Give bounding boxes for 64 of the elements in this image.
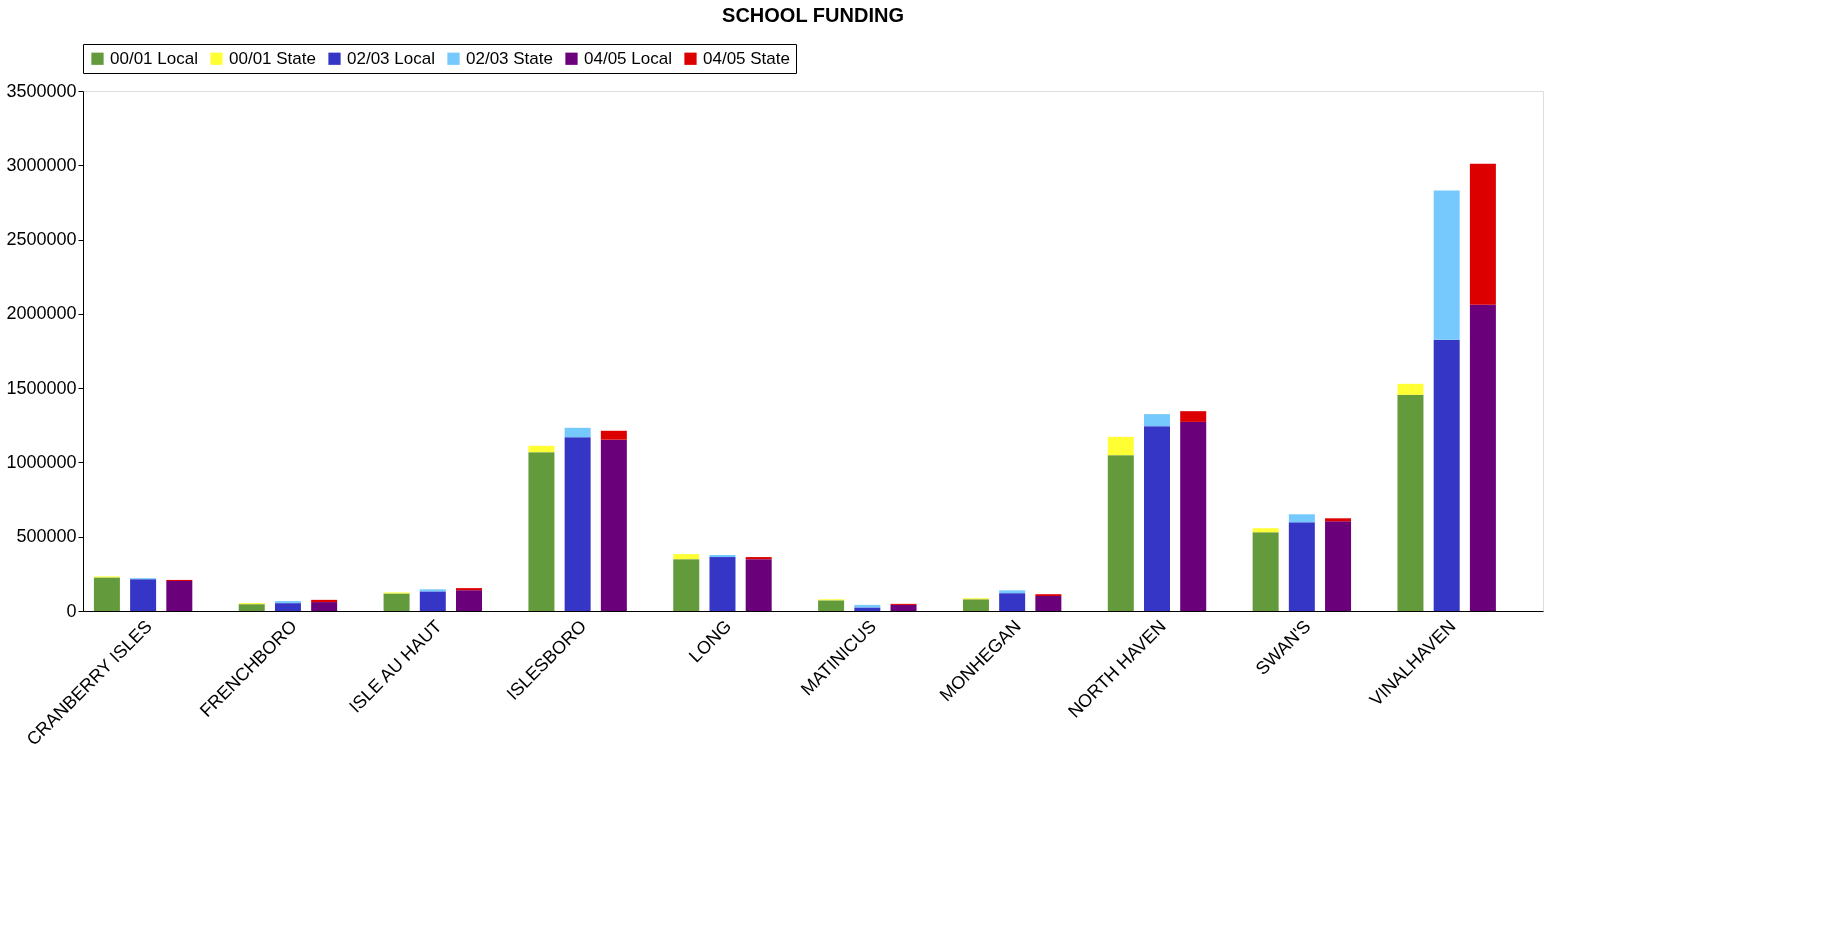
bar xyxy=(274,601,301,604)
bar xyxy=(999,590,1026,594)
y-tick-label: 3000000 xyxy=(6,154,77,175)
bar xyxy=(1397,394,1424,611)
bar xyxy=(383,593,410,611)
bar xyxy=(564,427,591,438)
bar xyxy=(274,603,301,611)
legend-label: 00/01 Local xyxy=(110,48,198,68)
bar xyxy=(166,580,193,611)
bar xyxy=(528,445,555,453)
y-tick-label: 1000000 xyxy=(6,451,77,472)
bar xyxy=(1288,514,1315,523)
bar xyxy=(456,590,482,611)
y-tick-label: 2000000 xyxy=(6,303,77,324)
chart-title: SCHOOL FUNDING xyxy=(722,3,904,26)
bar xyxy=(745,559,772,611)
bar xyxy=(1469,304,1496,611)
bar xyxy=(528,452,555,611)
bar xyxy=(1144,426,1170,611)
bar xyxy=(1144,414,1170,427)
bar xyxy=(600,430,627,440)
bar xyxy=(456,588,482,591)
bar xyxy=(999,593,1026,611)
bar xyxy=(962,599,989,611)
bar xyxy=(1325,518,1352,522)
bar xyxy=(600,439,627,611)
bar xyxy=(709,557,736,611)
bar xyxy=(890,604,917,611)
legend-label: 04/05 State xyxy=(703,48,790,68)
y-tick-label: 2500000 xyxy=(6,229,77,250)
y-tick-label: 3500000 xyxy=(6,80,77,101)
bar xyxy=(564,437,591,611)
y-tick-label: 0 xyxy=(66,600,77,621)
bar xyxy=(673,554,700,560)
bar xyxy=(419,589,446,592)
bar xyxy=(1252,528,1279,533)
bar xyxy=(130,579,157,611)
bar xyxy=(1433,339,1460,611)
bar xyxy=(818,600,845,611)
y-tick-label: 500000 xyxy=(16,526,77,547)
bar xyxy=(311,602,338,611)
bar xyxy=(238,604,265,611)
bar xyxy=(1107,455,1134,611)
bar xyxy=(1397,383,1424,395)
legend-label: 02/03 Local xyxy=(347,48,435,68)
legend-label: 00/01 State xyxy=(229,48,316,68)
legend-label: 04/05 Local xyxy=(584,48,672,68)
legend-label: 02/03 State xyxy=(466,48,553,68)
bar xyxy=(673,559,700,611)
bar xyxy=(709,554,736,558)
bar xyxy=(1325,521,1352,611)
bar xyxy=(1469,163,1496,305)
bar xyxy=(93,577,120,611)
bar xyxy=(1252,532,1279,611)
bar xyxy=(1180,421,1207,611)
y-tick-label: 1500000 xyxy=(6,377,77,398)
bar xyxy=(311,599,338,603)
bar xyxy=(1107,436,1134,456)
bar xyxy=(1035,595,1062,611)
bar xyxy=(419,591,446,611)
bar xyxy=(1288,522,1315,611)
bar xyxy=(745,557,772,560)
bar xyxy=(1180,411,1207,422)
bar xyxy=(1433,190,1460,340)
